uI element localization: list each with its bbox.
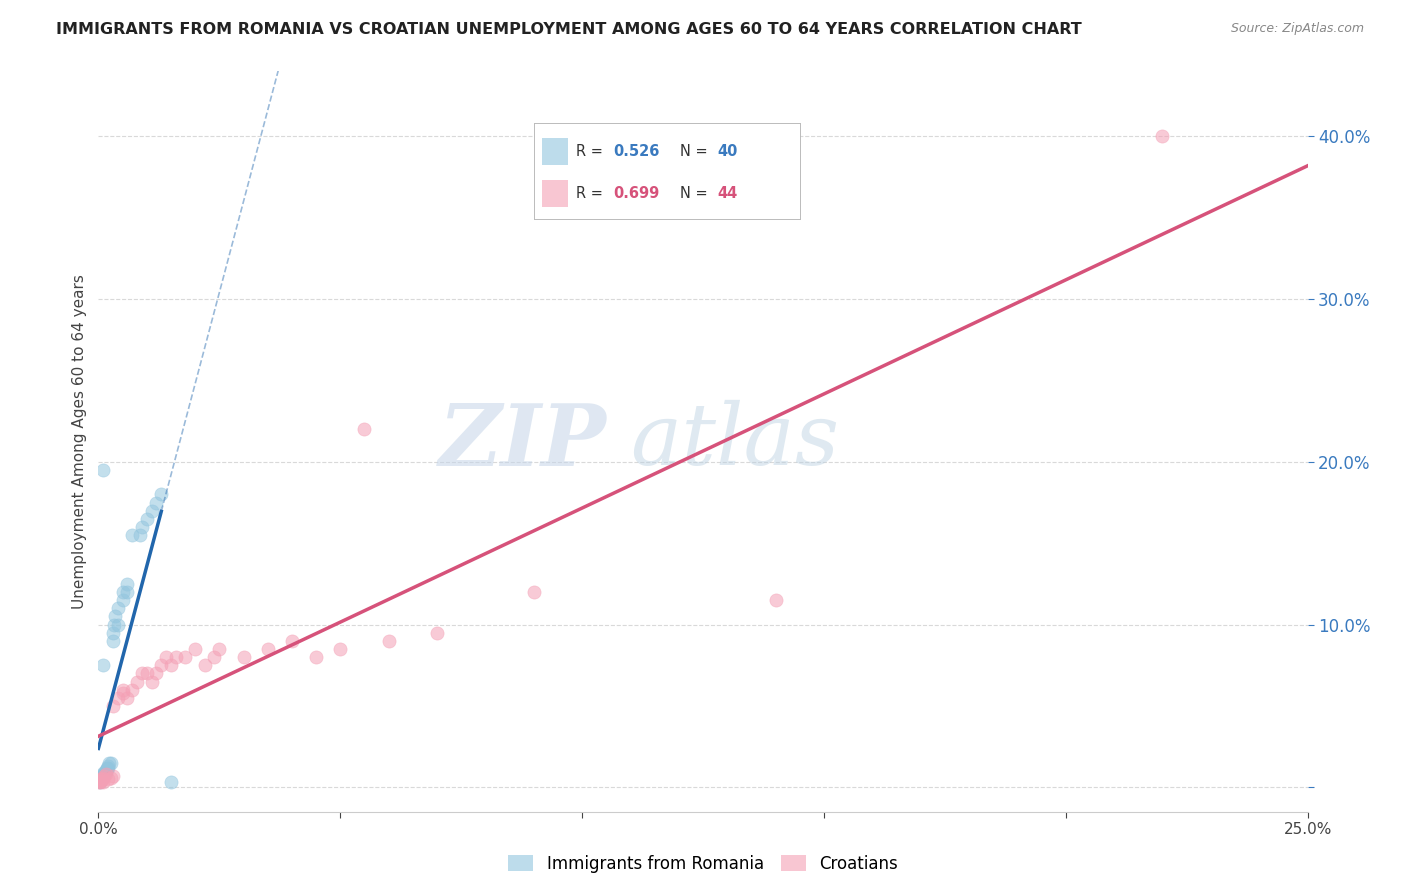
Point	[523, 585, 546, 599]
Point	[204, 650, 226, 665]
Point	[160, 775, 183, 789]
Point	[91, 767, 114, 781]
Point	[329, 642, 352, 657]
Point	[150, 658, 173, 673]
Point	[90, 771, 112, 785]
Legend: Immigrants from Romania, Croatians: Immigrants from Romania, Croatians	[502, 848, 904, 880]
Point	[117, 690, 139, 705]
Point	[174, 650, 197, 665]
Point	[103, 625, 125, 640]
Point	[97, 761, 120, 775]
Point	[96, 764, 118, 778]
Point	[353, 422, 375, 436]
Point	[256, 642, 278, 657]
Point	[104, 609, 127, 624]
Point	[305, 650, 328, 665]
Point	[232, 650, 254, 665]
Point	[281, 633, 304, 648]
Point	[426, 625, 449, 640]
Point	[96, 763, 118, 777]
Point	[97, 759, 120, 773]
Point	[101, 633, 124, 648]
Point	[89, 775, 111, 789]
Point	[101, 769, 124, 783]
Point	[93, 767, 115, 781]
Point	[765, 593, 787, 607]
Point	[89, 775, 111, 789]
Point	[155, 650, 177, 665]
Text: IMMIGRANTS FROM ROMANIA VS CROATIAN UNEMPLOYMENT AMONG AGES 60 TO 64 YEARS CORRE: IMMIGRANTS FROM ROMANIA VS CROATIAN UNEM…	[56, 22, 1083, 37]
Point	[111, 682, 134, 697]
Point	[111, 686, 134, 700]
Point	[91, 769, 114, 783]
Point	[87, 775, 110, 789]
Point	[135, 666, 157, 681]
Point	[90, 773, 112, 788]
Point	[96, 761, 118, 775]
Point	[111, 593, 134, 607]
Point	[131, 520, 153, 534]
Point	[141, 674, 163, 689]
Point	[91, 772, 114, 787]
Point	[208, 642, 231, 657]
Point	[93, 767, 115, 781]
Point	[91, 463, 114, 477]
Point	[1152, 129, 1174, 144]
Point	[184, 642, 207, 657]
Point	[94, 764, 117, 778]
Point	[90, 772, 112, 787]
Point	[165, 650, 187, 665]
Point	[107, 617, 129, 632]
Point	[101, 698, 124, 713]
Point	[150, 487, 173, 501]
Point	[89, 773, 111, 788]
Point	[100, 756, 122, 770]
Point	[145, 495, 167, 509]
Point	[145, 666, 167, 681]
Point	[91, 775, 114, 789]
Point	[111, 585, 134, 599]
Point	[121, 682, 143, 697]
Point	[194, 658, 217, 673]
Text: Source: ZipAtlas.com: Source: ZipAtlas.com	[1230, 22, 1364, 36]
Point	[100, 771, 122, 785]
Point	[377, 633, 399, 648]
Point	[91, 771, 114, 785]
Point	[90, 769, 112, 783]
Point	[94, 767, 117, 781]
Point	[128, 528, 150, 542]
Text: ZIP: ZIP	[439, 400, 606, 483]
Point	[117, 585, 139, 599]
Point	[93, 769, 115, 783]
Point	[89, 771, 111, 785]
Point	[127, 674, 149, 689]
Point	[89, 772, 111, 787]
Text: atlas: atlas	[630, 401, 839, 483]
Point	[160, 658, 183, 673]
Point	[93, 765, 115, 780]
Point	[90, 772, 112, 787]
Point	[121, 528, 143, 542]
Point	[131, 666, 153, 681]
Point	[117, 577, 139, 591]
Point	[91, 658, 114, 673]
Point	[107, 690, 129, 705]
Point	[141, 504, 163, 518]
Point	[107, 601, 129, 615]
Point	[94, 764, 117, 778]
Point	[135, 512, 157, 526]
Y-axis label: Unemployment Among Ages 60 to 64 years: Unemployment Among Ages 60 to 64 years	[72, 274, 87, 609]
Point	[103, 617, 125, 632]
Point	[97, 772, 120, 787]
Point	[98, 756, 121, 770]
